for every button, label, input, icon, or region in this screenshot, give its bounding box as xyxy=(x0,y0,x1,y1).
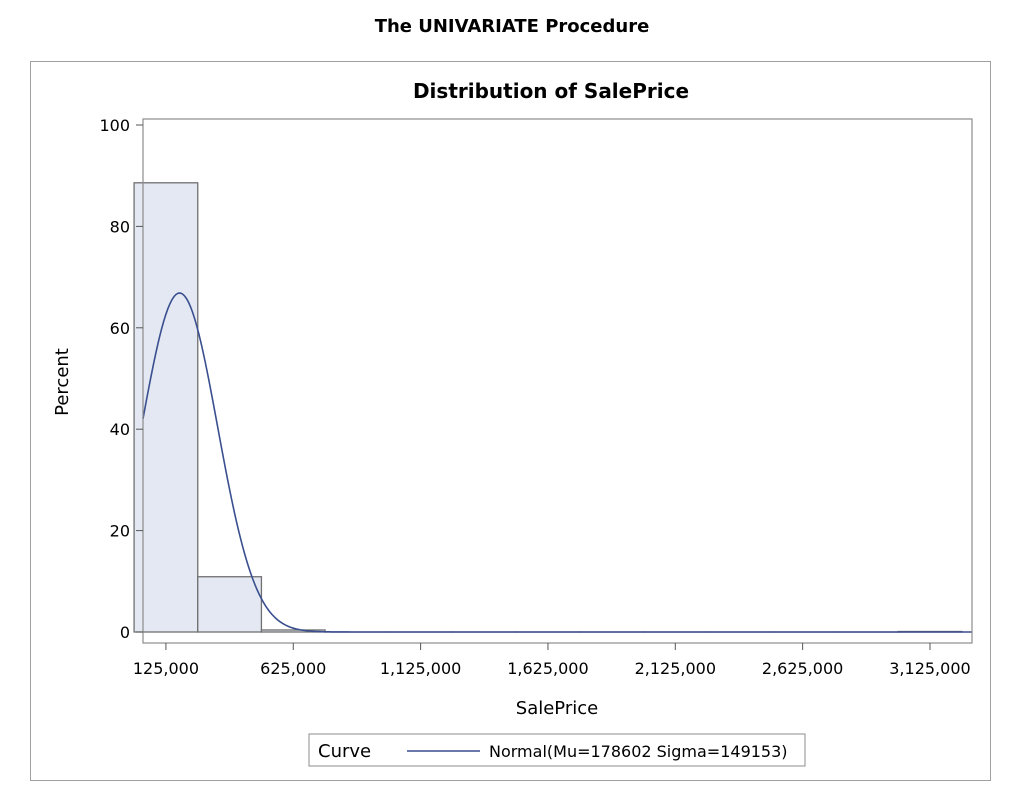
x-tick-label: 125,000 xyxy=(133,659,199,678)
x-tick-label: 1,625,000 xyxy=(507,659,588,678)
x-tick-label: 2,625,000 xyxy=(762,659,843,678)
y-tick-label: 20 xyxy=(110,522,130,541)
x-axis-label: SalePrice xyxy=(516,698,598,719)
y-tick-label: 60 xyxy=(110,319,130,338)
legend: Curve Normal(Mu=178602 Sigma=149153) xyxy=(308,733,806,767)
x-tick-label: 1,125,000 xyxy=(380,659,461,678)
x-tick-label: 3,125,000 xyxy=(889,659,970,678)
histogram-bar-0 xyxy=(133,182,199,633)
x-tick-label: 2,125,000 xyxy=(635,659,716,678)
y-tick-label: 80 xyxy=(110,217,130,236)
histogram-chart: Distribution of SalePrice 0 20 40 60 80 100 1… xyxy=(52,79,973,767)
plot-area-border xyxy=(142,118,973,644)
normal-curve xyxy=(142,292,972,633)
y-tick-label: 100 xyxy=(99,116,130,135)
graph-frame: Distribution of SalePrice 0 20 40 60 80 100 1… xyxy=(30,61,991,781)
legend-title: Curve xyxy=(318,741,371,762)
x-tick-label: 625,000 xyxy=(260,659,326,678)
x-axis: 125,000 625,000 1,125,000 1,625,000 2,125,00… xyxy=(133,643,971,678)
y-tick-label: 40 xyxy=(110,420,130,439)
chart-title: Distribution of SalePrice xyxy=(413,79,689,103)
y-axis: 0 20 40 60 80 100 xyxy=(99,116,143,642)
y-tick-label: 0 xyxy=(120,623,130,642)
y-axis-label: Percent xyxy=(52,348,73,416)
histogram-bar-1 xyxy=(197,576,263,633)
procedure-title: The UNIVARIATE Procedure xyxy=(374,16,650,37)
legend-box xyxy=(308,733,806,767)
legend-entry-normal: Normal(Mu=178602 Sigma=149153) xyxy=(489,742,788,761)
histogram-bars xyxy=(133,182,963,633)
